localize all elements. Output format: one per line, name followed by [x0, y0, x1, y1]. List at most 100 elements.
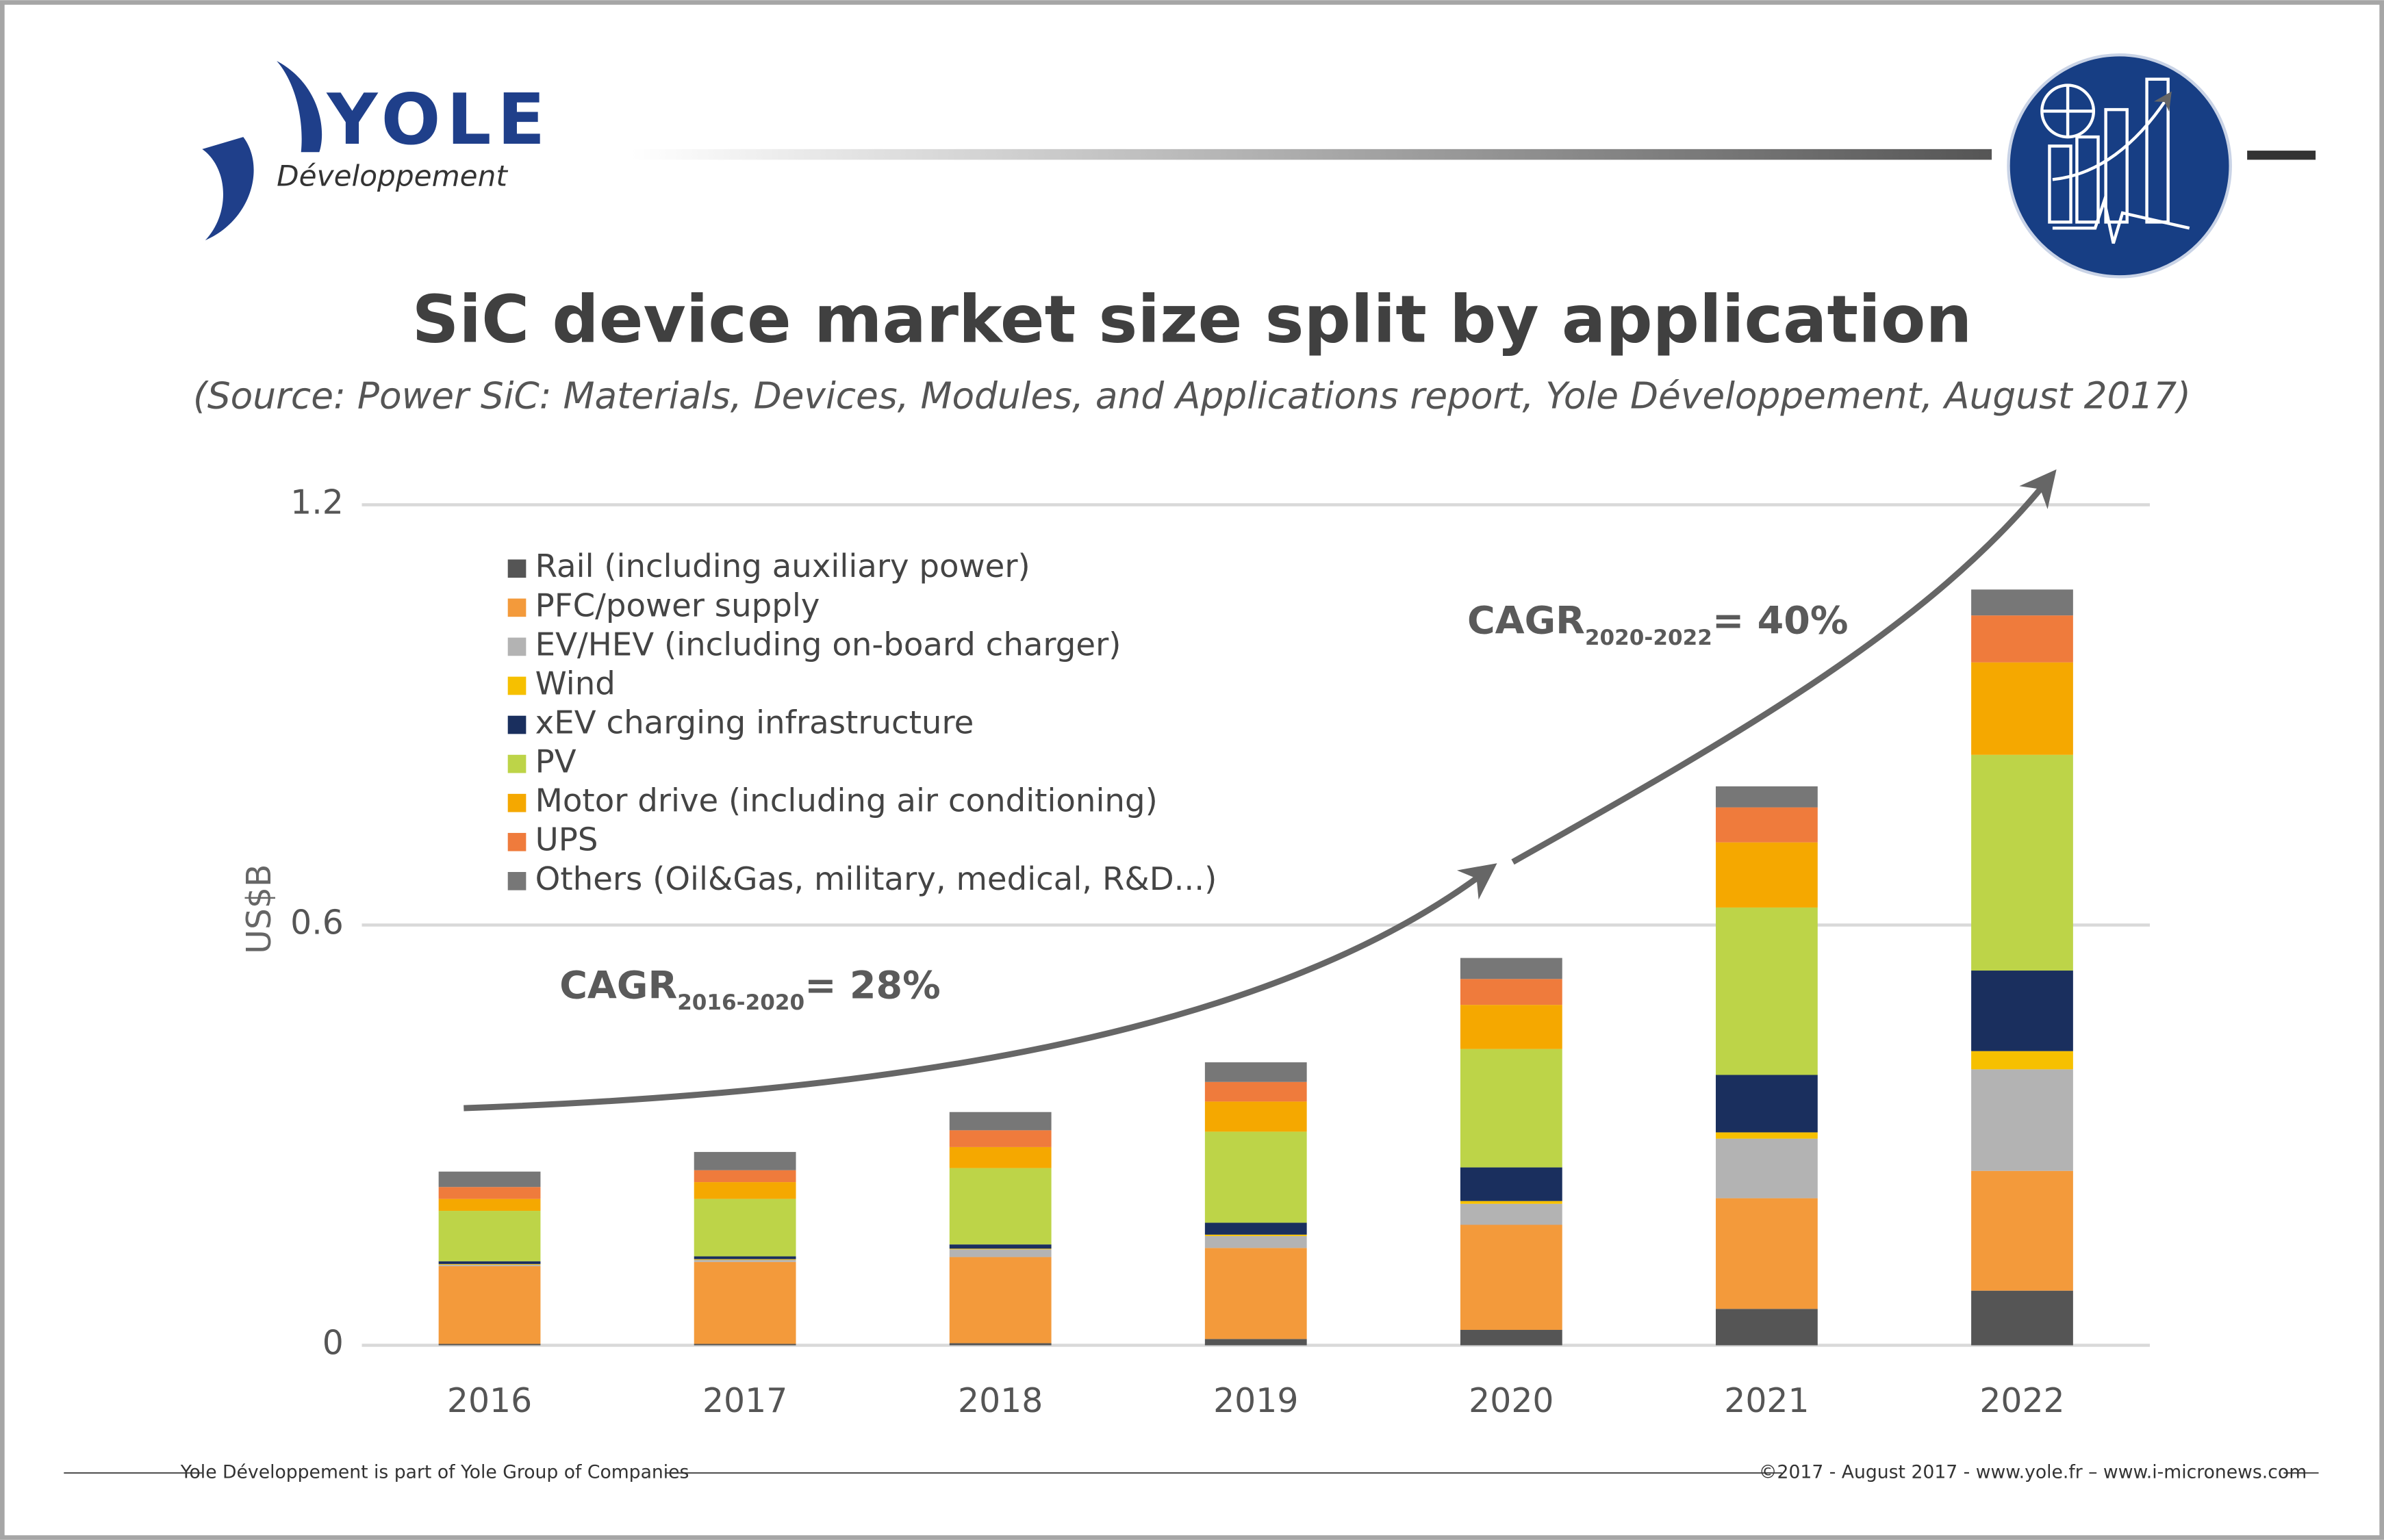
header-rule — [631, 149, 1992, 160]
legend-label: Others (Oil&Gas, military, medical, R&D.… — [535, 860, 1217, 897]
legend-swatch — [507, 872, 527, 890]
cagr-main: CAGR — [1467, 599, 1585, 643]
bar-segment — [1460, 1330, 1562, 1346]
bar-segment — [1204, 1081, 1307, 1102]
cagr-sub: 2020-2022 — [1585, 626, 1712, 650]
cagr-rest: = 28% — [804, 964, 941, 1008]
bar-segment — [1971, 971, 2073, 1051]
legend-swatch — [507, 754, 527, 773]
legend-label: PFC/power supply — [535, 587, 820, 624]
bar-segment — [438, 1211, 541, 1261]
legend-swatch — [507, 832, 527, 851]
bar-segment — [1204, 1234, 1307, 1236]
bar-segment — [1460, 1167, 1562, 1201]
bar-segment — [1716, 1309, 1818, 1346]
legend-label: UPS — [535, 821, 598, 858]
bar-segment — [438, 1263, 541, 1265]
logo-mark — [202, 137, 254, 241]
bar-segment — [694, 1259, 796, 1260]
bar-segment — [1971, 1051, 2073, 1070]
bar-segment — [1716, 807, 1818, 843]
bar-segment — [949, 1112, 1052, 1131]
x-tick-label: 2022 — [1979, 1381, 2064, 1420]
bar-segment — [1204, 1101, 1307, 1132]
bar-segment — [1204, 1222, 1307, 1235]
bar-segment — [949, 1168, 1052, 1245]
bar-segment — [1971, 754, 2073, 971]
cagr-rest: = 40% — [1712, 599, 1849, 643]
bar-segment — [438, 1264, 541, 1266]
logo-subtitle: Développement — [277, 159, 508, 193]
trend-arrow — [464, 863, 1497, 1112]
x-tick-label: 2021 — [1724, 1381, 1809, 1420]
bar-segment — [694, 1259, 796, 1262]
bar-segment — [1204, 1062, 1307, 1082]
bar-segment — [1971, 589, 2073, 616]
header-icon-art — [2040, 77, 2190, 244]
legend-swatch — [507, 559, 527, 578]
x-tick-label: 2020 — [1469, 1381, 1554, 1420]
bar-segment — [694, 1182, 796, 1199]
plot: 0 0.6 1.2 2016 2017 2018 2019 2020 2021 2022 Rail … — [290, 483, 2151, 1420]
legend-label: EV/HEV (including on-board charger) — [535, 626, 1121, 663]
bar-segment — [1971, 1069, 2073, 1171]
legend-swatch — [507, 793, 527, 812]
bar-segment — [949, 1343, 1052, 1346]
bar-segment — [949, 1244, 1052, 1249]
legend-swatch — [507, 637, 527, 656]
bar-segment — [949, 1249, 1052, 1257]
legend-label: Wind — [535, 665, 616, 702]
logo-name: YOLE — [326, 79, 551, 161]
bar-segment — [1204, 1235, 1307, 1248]
legend-label: xEV charging infrastructure — [535, 704, 974, 741]
bar-segment — [1460, 1203, 1562, 1225]
bar-segment — [1716, 1198, 1818, 1309]
header-rule — [2247, 151, 2316, 160]
header-icon — [2007, 53, 2232, 279]
x-tick-label: 2016 — [447, 1381, 532, 1420]
bar-segment — [1971, 1170, 2073, 1291]
bar-segment — [1971, 662, 2073, 755]
x-tick-label: 2017 — [702, 1381, 787, 1420]
footer-left: Yole Développement is part of Yole Group… — [180, 1462, 689, 1483]
legend-swatch — [507, 676, 527, 695]
bar-segment — [1716, 1132, 1818, 1139]
bar-segment — [949, 1257, 1052, 1344]
cagr-annotation: CAGR2016-2020= 28% — [559, 964, 941, 1015]
y-tick-label: 1.2 — [290, 483, 344, 522]
y-axis-label: US$B — [240, 864, 279, 954]
bar-segment — [694, 1170, 796, 1183]
cagr-main: CAGR — [559, 964, 677, 1008]
bar-segment — [1204, 1339, 1307, 1346]
y-tick-label: 0 — [322, 1324, 344, 1363]
chart-subtitle: (Source: Power SiC: Materials, Devices, … — [193, 375, 2191, 418]
logo-mark — [277, 61, 322, 153]
bar-segment — [1971, 1290, 2073, 1346]
cagr-sub: 2016-2020 — [677, 990, 804, 1015]
legend-label: Motor drive (including air conditioning) — [535, 782, 1158, 819]
legend-swatch — [507, 715, 527, 734]
chart-title: SiC device market size split by applicat… — [412, 281, 1973, 358]
bar-segment — [438, 1261, 541, 1264]
bar-segment — [438, 1198, 541, 1211]
bar-segment — [694, 1344, 796, 1346]
trend-arrow — [1511, 469, 2057, 865]
bar-segment — [949, 1146, 1052, 1168]
bar-segment — [1460, 1224, 1562, 1331]
footer-right: ©2017 - August 2017 - www.yole.fr – www.… — [1759, 1462, 2307, 1483]
bar-segment — [1460, 958, 1562, 979]
bar-segment — [438, 1171, 541, 1188]
bar-segment — [1460, 1201, 1562, 1204]
cagr-annotation: CAGR2020-2022= 40% — [1467, 599, 1849, 650]
bar-segment — [1460, 979, 1562, 1005]
bar-segment — [438, 1187, 541, 1199]
bar-segment — [438, 1344, 541, 1346]
bar-segment — [694, 1198, 796, 1257]
x-tick-label: 2019 — [1213, 1381, 1298, 1420]
bar-segment — [1460, 1005, 1562, 1049]
legend-label: Rail (including auxiliary power) — [535, 548, 1030, 585]
bar-segment — [1204, 1131, 1307, 1223]
bar-segment — [1460, 1049, 1562, 1168]
